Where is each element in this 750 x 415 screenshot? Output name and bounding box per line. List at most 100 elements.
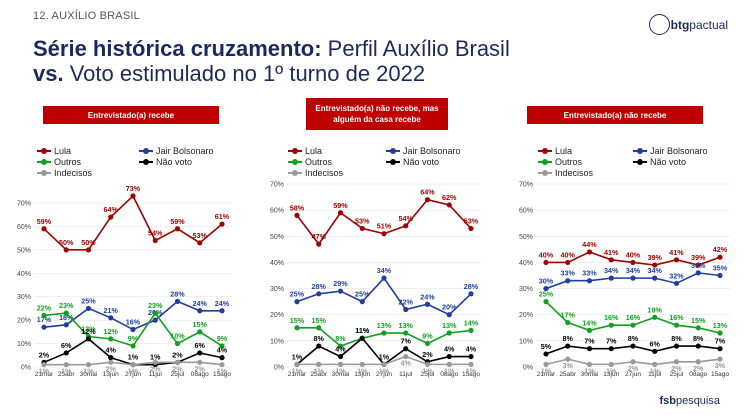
data-label: 15% — [193, 320, 208, 329]
data-label: 33% — [561, 269, 576, 278]
data-point — [152, 359, 158, 365]
data-point — [403, 306, 409, 313]
title-rest-2: Voto estimulado no 1º turno de 2022 — [63, 61, 426, 86]
data-label: 8% — [314, 334, 325, 343]
data-point — [717, 254, 723, 260]
data-label: 51% — [377, 222, 392, 231]
data-point — [41, 324, 47, 330]
panel-title-1: Entrevistado(a) recebe — [43, 106, 219, 124]
x-tick-label: 11jul — [648, 371, 662, 378]
data-point — [197, 359, 203, 365]
data-point — [652, 348, 658, 354]
data-point — [630, 359, 636, 365]
data-label: 8% — [335, 334, 346, 343]
data-point — [446, 361, 452, 367]
data-point — [652, 361, 658, 367]
x-tick-label: 11jul — [149, 371, 163, 378]
data-point — [673, 343, 680, 349]
y-tick-label: 20% — [519, 312, 533, 319]
data-point — [174, 359, 181, 365]
data-point — [468, 361, 474, 367]
data-label: 17% — [561, 311, 576, 320]
data-point — [219, 362, 225, 368]
data-label: 13% — [377, 321, 392, 330]
data-point — [152, 317, 158, 323]
data-point — [630, 259, 636, 266]
data-label: 2% — [39, 350, 50, 359]
data-point — [294, 299, 300, 305]
data-point — [219, 343, 225, 349]
data-label: 2% — [693, 364, 704, 373]
data-point — [108, 355, 114, 361]
data-point — [543, 351, 549, 357]
data-label: 18% — [59, 313, 74, 322]
data-label: 34% — [626, 266, 641, 275]
y-tick-label: 70% — [519, 182, 533, 189]
y-tick-label: 70% — [17, 201, 31, 208]
data-label: 7% — [401, 337, 412, 346]
data-point — [130, 193, 136, 199]
data-point — [446, 353, 452, 360]
data-point — [316, 241, 322, 247]
data-label: 7% — [584, 337, 595, 346]
data-point — [85, 336, 92, 342]
legend-3-naovoto: Não voto — [650, 157, 687, 167]
data-point — [543, 259, 549, 266]
x-tick-label: 21mar — [537, 371, 556, 378]
data-label: 22% — [37, 303, 52, 312]
title-rest-1: Perfil Auxílio Brasil — [321, 36, 510, 61]
data-point — [359, 299, 365, 305]
data-label: 41% — [669, 248, 684, 257]
data-label: 9% — [217, 334, 228, 343]
x-tick-label: 27jun — [376, 371, 392, 378]
x-tick-label: 30mai — [581, 371, 599, 378]
data-label: 16% — [126, 318, 141, 327]
data-point — [652, 262, 658, 268]
btg-logo-rest: pactual — [689, 17, 728, 32]
data-label: 1% — [128, 367, 139, 376]
data-label: 2% — [195, 364, 206, 373]
data-label: 53% — [193, 231, 208, 240]
legend-2-outros: Outros — [305, 157, 333, 167]
data-point — [85, 305, 92, 312]
data-label: 59% — [170, 217, 185, 226]
data-point — [468, 291, 474, 297]
data-label: 12% — [104, 327, 119, 336]
x-tick-label: 08ago — [440, 371, 458, 378]
x-tick-label: 30mai — [80, 371, 98, 378]
data-label: 4% — [401, 359, 412, 368]
data-label: 61% — [215, 212, 230, 221]
data-point — [316, 291, 322, 297]
legend-1-naovoto: Não voto — [156, 157, 193, 167]
x-tick-label: 08ago — [191, 371, 209, 378]
data-label: 4% — [335, 345, 346, 354]
data-label: 1% — [357, 366, 368, 375]
data-point — [108, 336, 114, 342]
data-point — [359, 225, 365, 232]
data-label: 9% — [128, 334, 139, 343]
data-label: 7% — [606, 337, 617, 346]
data-point — [174, 298, 181, 304]
data-point — [565, 356, 571, 362]
data-label: 2% — [422, 350, 433, 359]
data-point — [85, 247, 92, 253]
x-tick-label: 25jul — [670, 371, 684, 378]
data-point — [403, 353, 409, 360]
data-label: 16% — [626, 313, 641, 322]
data-point — [695, 343, 701, 349]
data-label: 7% — [715, 337, 726, 346]
btg-logo-bold: btg — [670, 17, 690, 32]
data-point — [630, 343, 636, 349]
legend-1-outros: Outros — [54, 157, 82, 167]
data-point — [717, 356, 723, 362]
data-label: 62% — [442, 193, 457, 202]
data-label: 59% — [333, 201, 348, 210]
legend-2-lula: Lula — [305, 146, 323, 156]
data-label: 44% — [582, 240, 597, 249]
data-label: 4% — [466, 345, 477, 354]
data-point — [219, 221, 225, 227]
y-tick-label: 0% — [21, 365, 31, 372]
y-tick-label: 50% — [519, 234, 533, 241]
data-point — [695, 270, 701, 276]
data-point — [717, 346, 723, 352]
